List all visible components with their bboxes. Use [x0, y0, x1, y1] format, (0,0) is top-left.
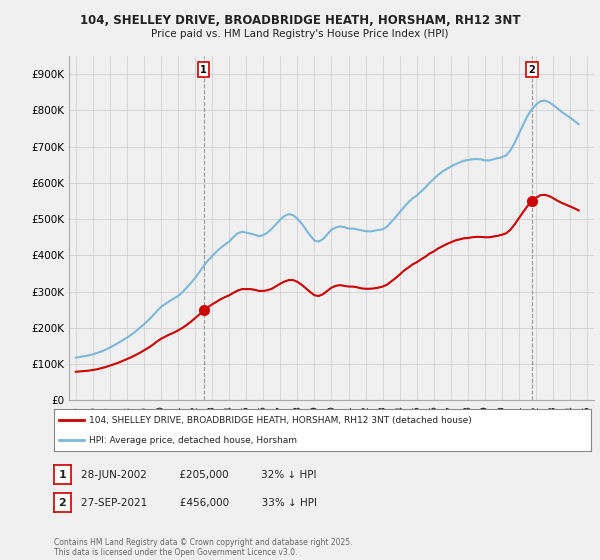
Text: Contains HM Land Registry data © Crown copyright and database right 2025.
This d: Contains HM Land Registry data © Crown c…: [54, 538, 353, 557]
Text: Price paid vs. HM Land Registry's House Price Index (HPI): Price paid vs. HM Land Registry's House …: [151, 29, 449, 39]
Text: 104, SHELLEY DRIVE, BROADBRIDGE HEATH, HORSHAM, RH12 3NT (detached house): 104, SHELLEY DRIVE, BROADBRIDGE HEATH, H…: [89, 416, 472, 424]
Text: 1: 1: [59, 470, 66, 480]
Text: 2: 2: [59, 498, 66, 508]
Text: 2: 2: [529, 64, 535, 74]
Text: 104, SHELLEY DRIVE, BROADBRIDGE HEATH, HORSHAM, RH12 3NT: 104, SHELLEY DRIVE, BROADBRIDGE HEATH, H…: [80, 14, 520, 27]
Text: 1: 1: [200, 64, 207, 74]
Text: 28-JUN-2002          £205,000          32% ↓ HPI: 28-JUN-2002 £205,000 32% ↓ HPI: [81, 470, 317, 480]
Text: HPI: Average price, detached house, Horsham: HPI: Average price, detached house, Hors…: [89, 436, 297, 445]
Text: 27-SEP-2021          £456,000          33% ↓ HPI: 27-SEP-2021 £456,000 33% ↓ HPI: [81, 498, 317, 508]
